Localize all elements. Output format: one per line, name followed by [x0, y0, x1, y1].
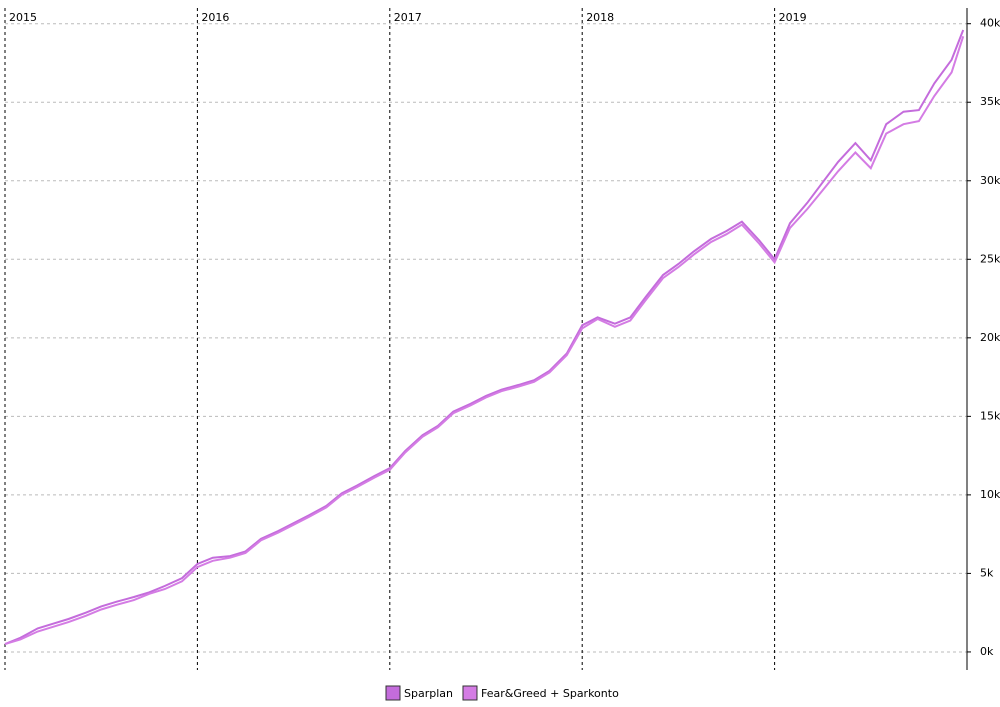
legend: Sparplan Fear&Greed + Sparkonto	[385, 685, 619, 701]
y-tick-label: 25k	[980, 252, 1000, 265]
y-tick-label: 35k	[980, 95, 1000, 108]
data-line	[4, 35, 965, 646]
x-tick-label: 2018	[586, 11, 614, 24]
y-tick-label: 5k	[980, 566, 994, 579]
data-line	[4, 29, 965, 646]
legend-label: Sparplan	[404, 687, 453, 700]
x-tick-label: 2016	[201, 11, 229, 24]
y-tick-label: 15k	[980, 409, 1000, 422]
x-tick-label: 2015	[9, 11, 37, 24]
y-tick-label: 0k	[980, 645, 994, 658]
legend-swatch	[385, 685, 401, 701]
legend-swatch	[462, 685, 478, 701]
x-tick-label: 2019	[779, 11, 807, 24]
y-tick-label: 20k	[980, 331, 1000, 344]
y-tick-label: 10k	[980, 488, 1000, 501]
y-tick-label: 30k	[980, 174, 1000, 187]
x-tick-label: 2017	[394, 11, 422, 24]
legend-label: Fear&Greed + Sparkonto	[481, 687, 619, 700]
y-tick-label: 40k	[980, 17, 1000, 30]
